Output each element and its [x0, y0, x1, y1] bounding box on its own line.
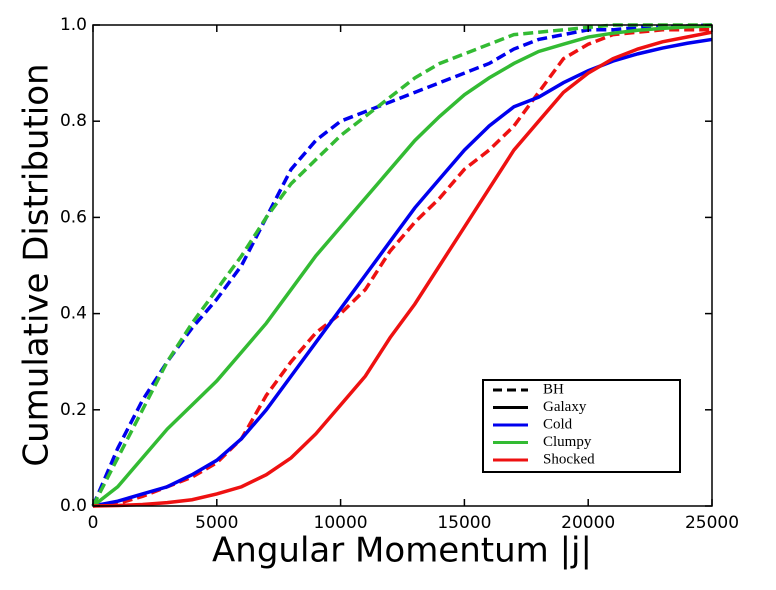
x-tick-label: 10000	[314, 513, 368, 533]
legend-label: Galaxy	[543, 399, 587, 415]
y-tick-label: 0.6	[60, 207, 87, 227]
data-line	[91, 23, 713, 507]
data-line	[92, 30, 713, 508]
plot-frame	[92, 24, 713, 507]
x-tick-label: 15000	[437, 513, 491, 533]
y-tick-label: 0.8	[60, 111, 87, 131]
data-line	[91, 23, 712, 507]
legend-label: Clumpy	[543, 434, 592, 450]
data-line	[92, 28, 712, 508]
x-axis-label: Angular Momentum |j|	[212, 531, 592, 571]
legend-label: Cold	[543, 416, 573, 432]
legend-label: BH	[543, 381, 564, 397]
x-tick-label: 0	[88, 513, 99, 533]
y-axis-label: Cumulative Distribution	[17, 63, 57, 466]
x-tick-label: 5000	[195, 513, 238, 533]
x-tick-label: 25000	[685, 513, 739, 533]
data-line	[91, 24, 713, 508]
y-tick-label: 0.2	[60, 400, 87, 420]
x-tick-label: 20000	[561, 513, 615, 533]
y-tick-label: 0.0	[60, 496, 87, 516]
y-tick-label: 1.0	[60, 15, 87, 35]
legend-label: Shocked	[543, 451, 595, 467]
y-tick-label: 0.4	[60, 304, 87, 324]
